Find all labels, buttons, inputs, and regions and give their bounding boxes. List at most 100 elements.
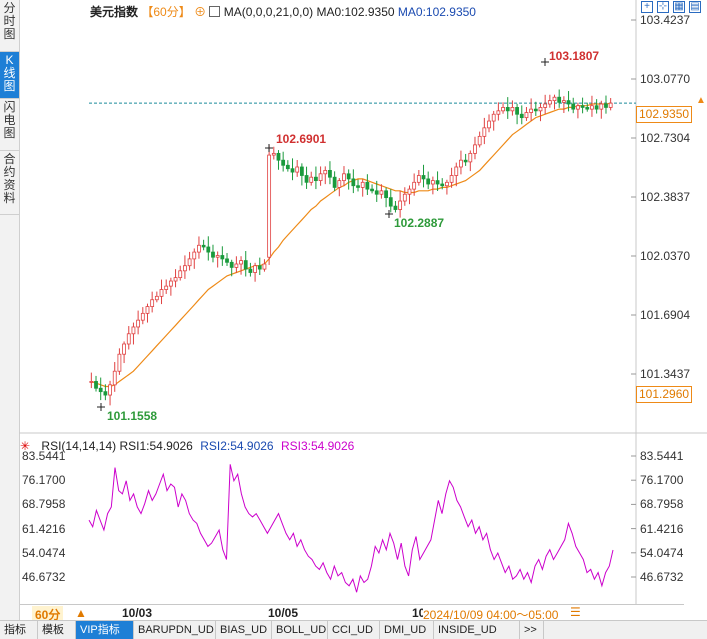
tab-indicators[interactable]: 指标 bbox=[0, 621, 38, 639]
candle-body bbox=[421, 175, 426, 180]
candle-body bbox=[398, 200, 403, 210]
candle-body bbox=[159, 289, 164, 297]
candle-body bbox=[117, 353, 122, 372]
chart-canvas[interactable] bbox=[19, 0, 707, 620]
period-selector-arrow-icon[interactable]: ▲ bbox=[75, 606, 87, 620]
tab-flash-chart[interactable]: 闪电图 bbox=[0, 99, 19, 151]
ma-value: MA0:102.9350 bbox=[316, 5, 395, 19]
candle-body bbox=[164, 285, 169, 290]
candle-body bbox=[552, 96, 557, 102]
rsi-tick-label: 68.7958 bbox=[640, 497, 684, 512]
price-tick-label: 102.3837 bbox=[640, 190, 691, 204]
candle-body bbox=[150, 299, 155, 307]
candle-body bbox=[197, 244, 201, 253]
rsi-tick-label-left: 68.7958 bbox=[22, 497, 66, 512]
tab-bias-ud[interactable]: BIAS_UD bbox=[216, 621, 272, 639]
candle-body bbox=[332, 176, 337, 188]
candle-body bbox=[257, 265, 262, 270]
candle-body bbox=[393, 205, 398, 210]
candle-body bbox=[561, 100, 566, 103]
period-selector[interactable]: 60分 bbox=[32, 606, 64, 623]
drawing-tool-icon[interactable]: ▦ bbox=[673, 1, 685, 13]
candle-body bbox=[505, 107, 510, 112]
candle-body bbox=[262, 263, 267, 270]
tab-inside-ud[interactable]: INSIDE_UD bbox=[434, 621, 520, 639]
menu-icon[interactable]: ☰ bbox=[570, 605, 581, 619]
price-tick-label: 101.3437 bbox=[640, 367, 691, 381]
lock-icon[interactable]: ⊕ bbox=[194, 5, 207, 19]
candle-body bbox=[276, 152, 281, 161]
tab-dmi-ud[interactable]: DMI_UD bbox=[380, 621, 434, 639]
rsi-settings-icon[interactable]: ✳ bbox=[20, 439, 31, 453]
price-alert-icon[interactable]: ▲ bbox=[696, 95, 706, 106]
candle-body bbox=[402, 193, 407, 202]
candle-body bbox=[211, 251, 215, 258]
instrument-title: 美元指数 bbox=[90, 5, 139, 19]
tab-boll-ud[interactable]: BOLL_UD bbox=[272, 621, 328, 639]
candle-body bbox=[482, 127, 487, 137]
candle-body bbox=[145, 306, 150, 314]
price-tick-label: 103.0770 bbox=[640, 72, 691, 86]
crosshair-icon[interactable]: ⊹ bbox=[657, 1, 669, 13]
candle-body bbox=[580, 105, 585, 108]
candle-body bbox=[384, 190, 388, 199]
candle-body bbox=[215, 255, 220, 258]
candle-body bbox=[604, 103, 608, 108]
candle-body bbox=[122, 343, 126, 355]
candle-body bbox=[225, 258, 229, 263]
candle-body bbox=[533, 108, 538, 112]
candle-body bbox=[356, 185, 360, 188]
candle-body bbox=[136, 319, 141, 328]
candle-body bbox=[370, 188, 374, 192]
lower-price-badge: 101.2960 bbox=[636, 386, 693, 403]
candle-body bbox=[98, 387, 103, 393]
candle-body bbox=[501, 107, 505, 112]
candle-body bbox=[449, 175, 454, 183]
candle-body bbox=[566, 100, 571, 105]
rsi-params: RSI(14,14,14) bbox=[41, 439, 117, 453]
cursor-time: 2024/10/09 04:00～05:00 bbox=[423, 606, 559, 623]
candle-body bbox=[543, 103, 548, 108]
candle-body bbox=[346, 173, 351, 180]
settings-icon[interactable]: ▤ bbox=[689, 1, 701, 13]
rsi-line bbox=[88, 464, 614, 593]
candle-body bbox=[304, 175, 309, 183]
candle-body bbox=[468, 152, 473, 163]
tab-vip-indicators[interactable]: VIP指标 bbox=[76, 621, 134, 639]
candle-body bbox=[337, 180, 342, 188]
high-marker: 103.1807 bbox=[549, 49, 600, 63]
candle-body bbox=[440, 183, 445, 187]
date-axis: 60分 ▲ 10/03 10/05 10 2024/10/09 04:00～05… bbox=[20, 604, 684, 623]
candle-body bbox=[365, 181, 370, 190]
candle-body bbox=[192, 251, 197, 260]
candle-body bbox=[430, 180, 435, 185]
rsi-tick-label-left: 76.1700 bbox=[22, 473, 66, 488]
candle-body bbox=[220, 255, 225, 260]
candle-body bbox=[131, 326, 136, 335]
tab-barupdn-ud[interactable]: BARUPDN_UD bbox=[134, 621, 216, 639]
candle-body bbox=[599, 103, 604, 110]
candle-body bbox=[173, 277, 178, 282]
candle-body bbox=[360, 181, 365, 188]
local-high-marker: 102.6901 bbox=[276, 132, 327, 146]
rsi-tick-label: 54.0474 bbox=[640, 545, 684, 560]
view-sidebar: 分时图 K线图 闪电图 合约资料 bbox=[0, 0, 20, 620]
candle-body bbox=[524, 112, 529, 119]
tab-kline[interactable]: K线图 bbox=[0, 52, 19, 99]
candle-body bbox=[538, 107, 543, 112]
tab-contract-info[interactable]: 合约资料 bbox=[0, 151, 19, 215]
tab-more[interactable]: >> bbox=[520, 621, 544, 639]
candle-body bbox=[594, 105, 599, 110]
candle-body bbox=[178, 270, 183, 279]
maximize-icon[interactable]: + bbox=[641, 1, 653, 13]
candle-body bbox=[271, 152, 276, 156]
tab-templates[interactable]: 模板 bbox=[38, 621, 76, 639]
candle-body bbox=[103, 391, 108, 396]
tab-cci-ud[interactable]: CCI_UD bbox=[328, 621, 380, 639]
tab-timeshare[interactable]: 分时图 bbox=[0, 0, 19, 52]
candle-body bbox=[253, 265, 257, 273]
candle-body bbox=[94, 381, 98, 389]
candle-body bbox=[435, 180, 440, 185]
period-label[interactable]: 【60分】 bbox=[141, 5, 191, 19]
candle-body bbox=[473, 144, 477, 154]
